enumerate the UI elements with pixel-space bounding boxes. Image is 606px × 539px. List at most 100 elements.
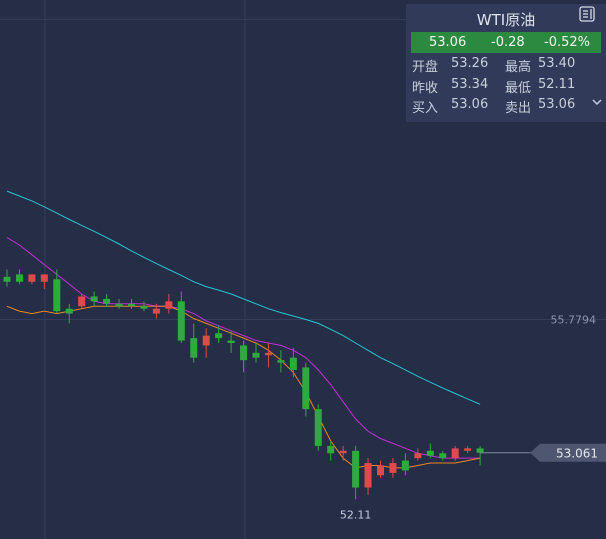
candle-body xyxy=(476,448,484,453)
candle-body xyxy=(90,296,98,302)
ask-value: 53.06 xyxy=(538,97,576,112)
candle-35 xyxy=(439,450,447,461)
candle-32 xyxy=(401,453,409,476)
ma-fast-line xyxy=(6,305,481,469)
candle-body xyxy=(314,409,322,446)
candle-body xyxy=(3,276,11,282)
candle-body xyxy=(377,465,384,476)
candle-24 xyxy=(302,362,310,417)
candle-body xyxy=(252,352,260,358)
candle-body xyxy=(202,335,210,346)
candle-body xyxy=(215,333,223,339)
candle-body xyxy=(327,445,335,454)
candle-body xyxy=(264,352,272,356)
chevron-down-icon[interactable] xyxy=(592,98,602,106)
candle-body xyxy=(414,453,422,459)
candle-31 xyxy=(389,458,397,478)
bid-label: 买入 xyxy=(412,101,439,116)
bid-value: 53.06 xyxy=(451,97,489,112)
candle-body xyxy=(277,360,285,363)
candle-body xyxy=(15,274,23,282)
candle-38 xyxy=(476,445,484,466)
candle-body xyxy=(177,301,185,341)
candle-body xyxy=(190,338,198,358)
candle-body xyxy=(28,274,36,282)
candle-2 xyxy=(28,274,36,285)
candle-23 xyxy=(289,347,297,378)
candle-body xyxy=(140,306,148,309)
candle-0 xyxy=(3,269,11,287)
candle-11 xyxy=(140,301,148,312)
candle-5 xyxy=(65,303,73,324)
prev-close-value: 53.34 xyxy=(451,77,489,92)
candle-29 xyxy=(364,458,372,495)
candle-27 xyxy=(339,445,347,461)
candle-8 xyxy=(103,294,111,307)
candle-16 xyxy=(202,328,210,358)
candle-18 xyxy=(227,330,235,353)
ma-slow-line xyxy=(6,190,481,405)
candle-4 xyxy=(53,269,61,314)
candles xyxy=(3,269,484,500)
candle-body xyxy=(352,450,360,488)
price-change-percent: -0.52% xyxy=(544,35,590,50)
candle-body xyxy=(439,453,447,459)
candle-body xyxy=(389,463,397,473)
candle-37 xyxy=(464,445,472,454)
ma-mid-line xyxy=(6,237,481,459)
menu-icon[interactable] xyxy=(579,6,595,22)
last-price-tag xyxy=(530,443,606,462)
candle-15 xyxy=(190,323,198,363)
candle-9 xyxy=(115,298,123,309)
candle-body xyxy=(65,308,73,314)
candle-body xyxy=(364,463,372,488)
low-value: 52.11 xyxy=(538,77,576,92)
high-label: 最高 xyxy=(505,60,532,75)
price-change: -0.28 xyxy=(491,35,525,50)
candle-body xyxy=(401,460,409,471)
candle-body xyxy=(165,301,173,309)
candle-33 xyxy=(414,448,422,461)
last-price-label: 53.061 xyxy=(556,446,598,460)
candle-1 xyxy=(15,269,23,285)
candle-20 xyxy=(252,343,260,363)
candle-17 xyxy=(215,325,223,343)
candle-body xyxy=(78,296,86,307)
candle-body xyxy=(289,357,297,370)
candle-21 xyxy=(264,343,272,368)
candle-body xyxy=(426,450,434,456)
ask-label: 卖出 xyxy=(505,101,532,116)
candle-body xyxy=(128,303,135,307)
quote-bar: 53.06 -0.28 -0.52% xyxy=(411,32,601,53)
candle-14 xyxy=(177,291,185,343)
high-value: 53.40 xyxy=(538,56,576,71)
candle-25 xyxy=(314,404,322,451)
candle-3 xyxy=(40,274,48,290)
candle-body xyxy=(103,298,111,304)
last-price: 53.06 xyxy=(429,35,467,50)
open-label: 开盘 xyxy=(412,60,439,75)
candle-body xyxy=(115,303,123,307)
candle-12 xyxy=(152,303,160,319)
candle-30 xyxy=(377,460,384,478)
open-value: 53.26 xyxy=(451,56,489,71)
candle-body xyxy=(227,340,235,343)
candle-10 xyxy=(128,298,135,309)
candle-body xyxy=(451,448,459,459)
candle-body xyxy=(302,367,310,410)
candle-26 xyxy=(327,441,335,461)
quote-panel: WTI原油 53.06 -0.28 -0.52% 开盘 53.26 最高 53.… xyxy=(406,4,606,122)
candle-36 xyxy=(451,445,459,461)
candle-body xyxy=(339,450,347,454)
candle-body xyxy=(152,308,160,314)
moving-averages xyxy=(6,190,481,469)
candle-body xyxy=(53,279,61,312)
y-tick-label-1: 55.7794 xyxy=(551,314,597,327)
candle-7 xyxy=(90,291,98,307)
candle-body xyxy=(240,345,248,361)
candle-body xyxy=(40,274,48,282)
prev-close-label: 昨收 xyxy=(412,81,439,96)
panel-title: WTI原油 xyxy=(476,11,536,29)
